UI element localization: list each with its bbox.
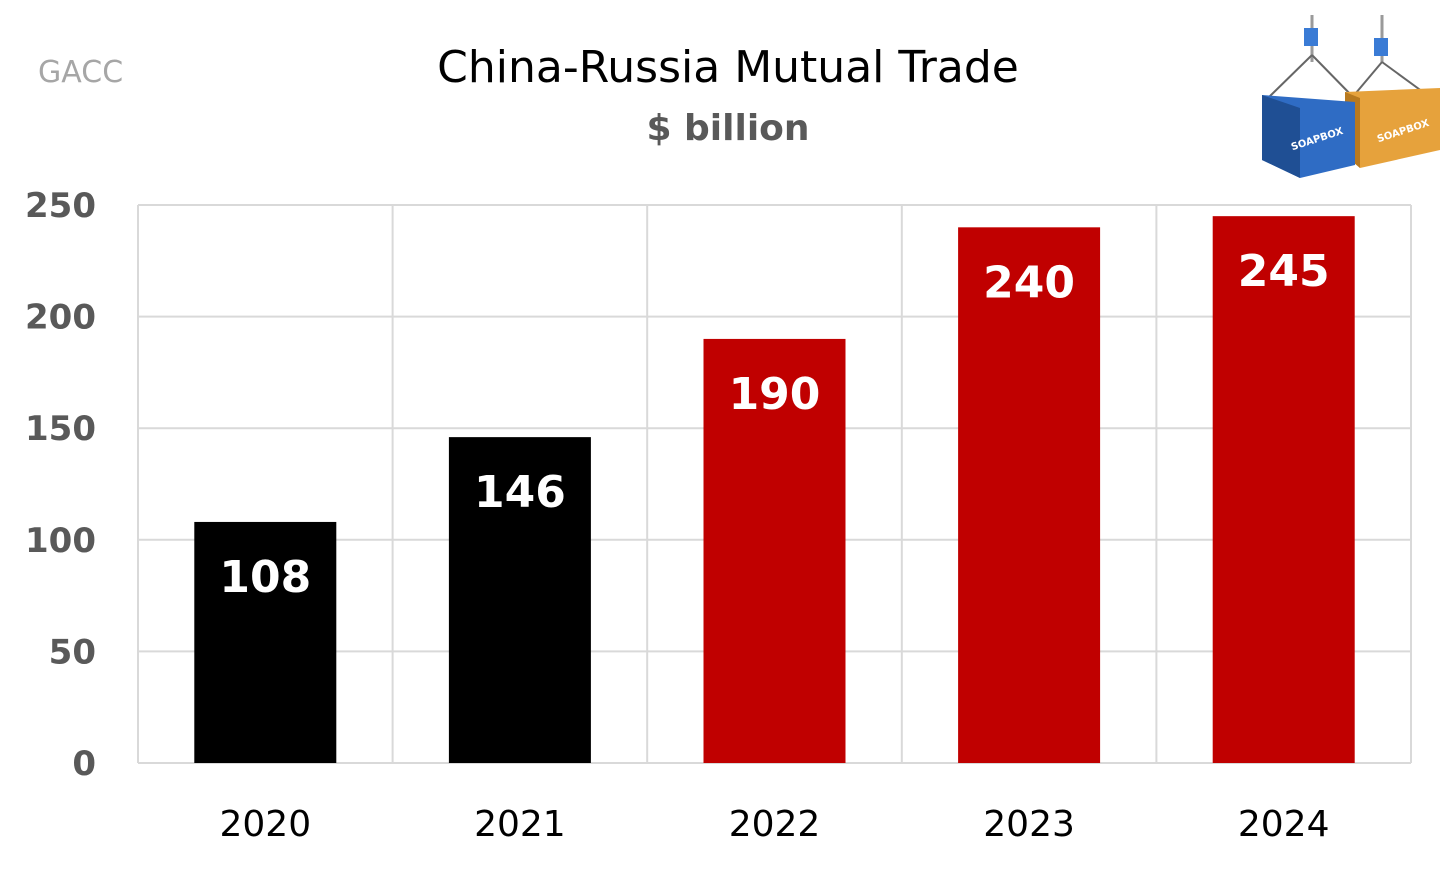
data-label: 146 — [474, 467, 566, 518]
bar — [1212, 216, 1355, 763]
x-tick-label: 2024 — [1238, 804, 1330, 845]
x-tick-label: 2021 — [474, 804, 566, 845]
y-tick-label: 50 — [49, 632, 96, 672]
chart-subtitle: $ billion — [646, 108, 809, 149]
data-label: 108 — [219, 552, 311, 603]
y-tick-label: 0 — [72, 744, 96, 784]
source-label: GACC — [38, 55, 123, 90]
soapbox-containers-logo: SOAPBOX SOAPBOX — [1262, 15, 1440, 178]
data-label: 245 — [1238, 246, 1330, 297]
data-label: 240 — [983, 257, 1075, 308]
chart-title: China-Russia Mutual Trade — [437, 42, 1019, 93]
x-tick-label: 2020 — [219, 804, 311, 845]
x-tick-label: 2023 — [983, 804, 1075, 845]
y-tick-label: 100 — [25, 521, 96, 561]
plot-area: 0 50 100 150 200 250 108 2020 146 2021 190 2022 240 2… — [25, 186, 1412, 845]
bar — [194, 521, 337, 763]
bar — [448, 437, 591, 763]
y-tick-label: 150 — [25, 409, 96, 449]
y-tick-label: 250 — [25, 186, 96, 226]
bar — [958, 227, 1101, 763]
x-tick-label: 2022 — [729, 804, 821, 845]
y-tick-label: 200 — [25, 298, 96, 338]
data-label: 190 — [729, 369, 821, 420]
bar — [703, 338, 846, 763]
